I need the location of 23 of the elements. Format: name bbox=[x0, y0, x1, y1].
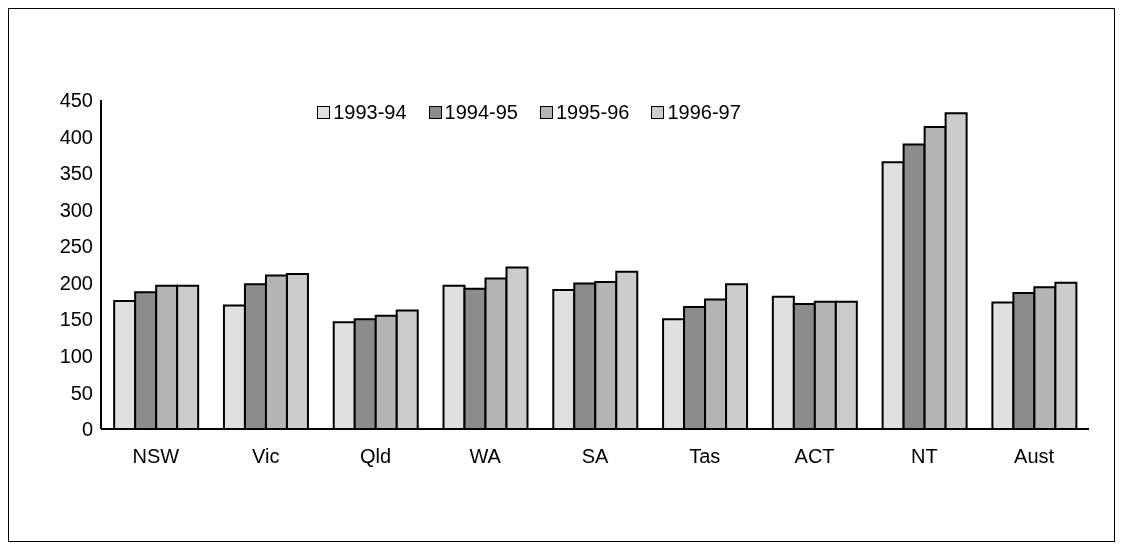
x-tick-label: SA bbox=[581, 445, 609, 468]
legend-label: 1996-97 bbox=[666, 101, 741, 124]
y-tick-label: 150 bbox=[59, 308, 93, 331]
y-tick-label: 350 bbox=[59, 162, 93, 185]
y-tick-label: 250 bbox=[59, 235, 93, 258]
x-tick-label: Qld bbox=[359, 445, 392, 468]
y-tick-label: 100 bbox=[59, 344, 93, 367]
y-tick-label: 400 bbox=[59, 125, 93, 148]
y-tick-label: 300 bbox=[59, 198, 93, 221]
y-tick-label: 450 bbox=[59, 89, 93, 112]
y-tick-label: 200 bbox=[59, 271, 93, 294]
y-tick-label: 50 bbox=[70, 381, 93, 404]
y-tick-label: 0 bbox=[81, 418, 93, 441]
legend-label: 1994-95 bbox=[443, 101, 518, 124]
x-tick-label: NSW bbox=[132, 445, 180, 468]
legend-label: 1995-96 bbox=[555, 101, 630, 124]
x-tick-label: NT bbox=[911, 445, 938, 468]
x-tick-label: Vic bbox=[251, 445, 280, 468]
x-tick-label: WA bbox=[469, 445, 502, 468]
x-tick-label: Aust bbox=[1014, 445, 1055, 468]
legend-label: 1993-94 bbox=[332, 101, 407, 124]
x-tick-label: Tas bbox=[689, 445, 721, 468]
x-tick-label: ACT bbox=[794, 445, 835, 468]
